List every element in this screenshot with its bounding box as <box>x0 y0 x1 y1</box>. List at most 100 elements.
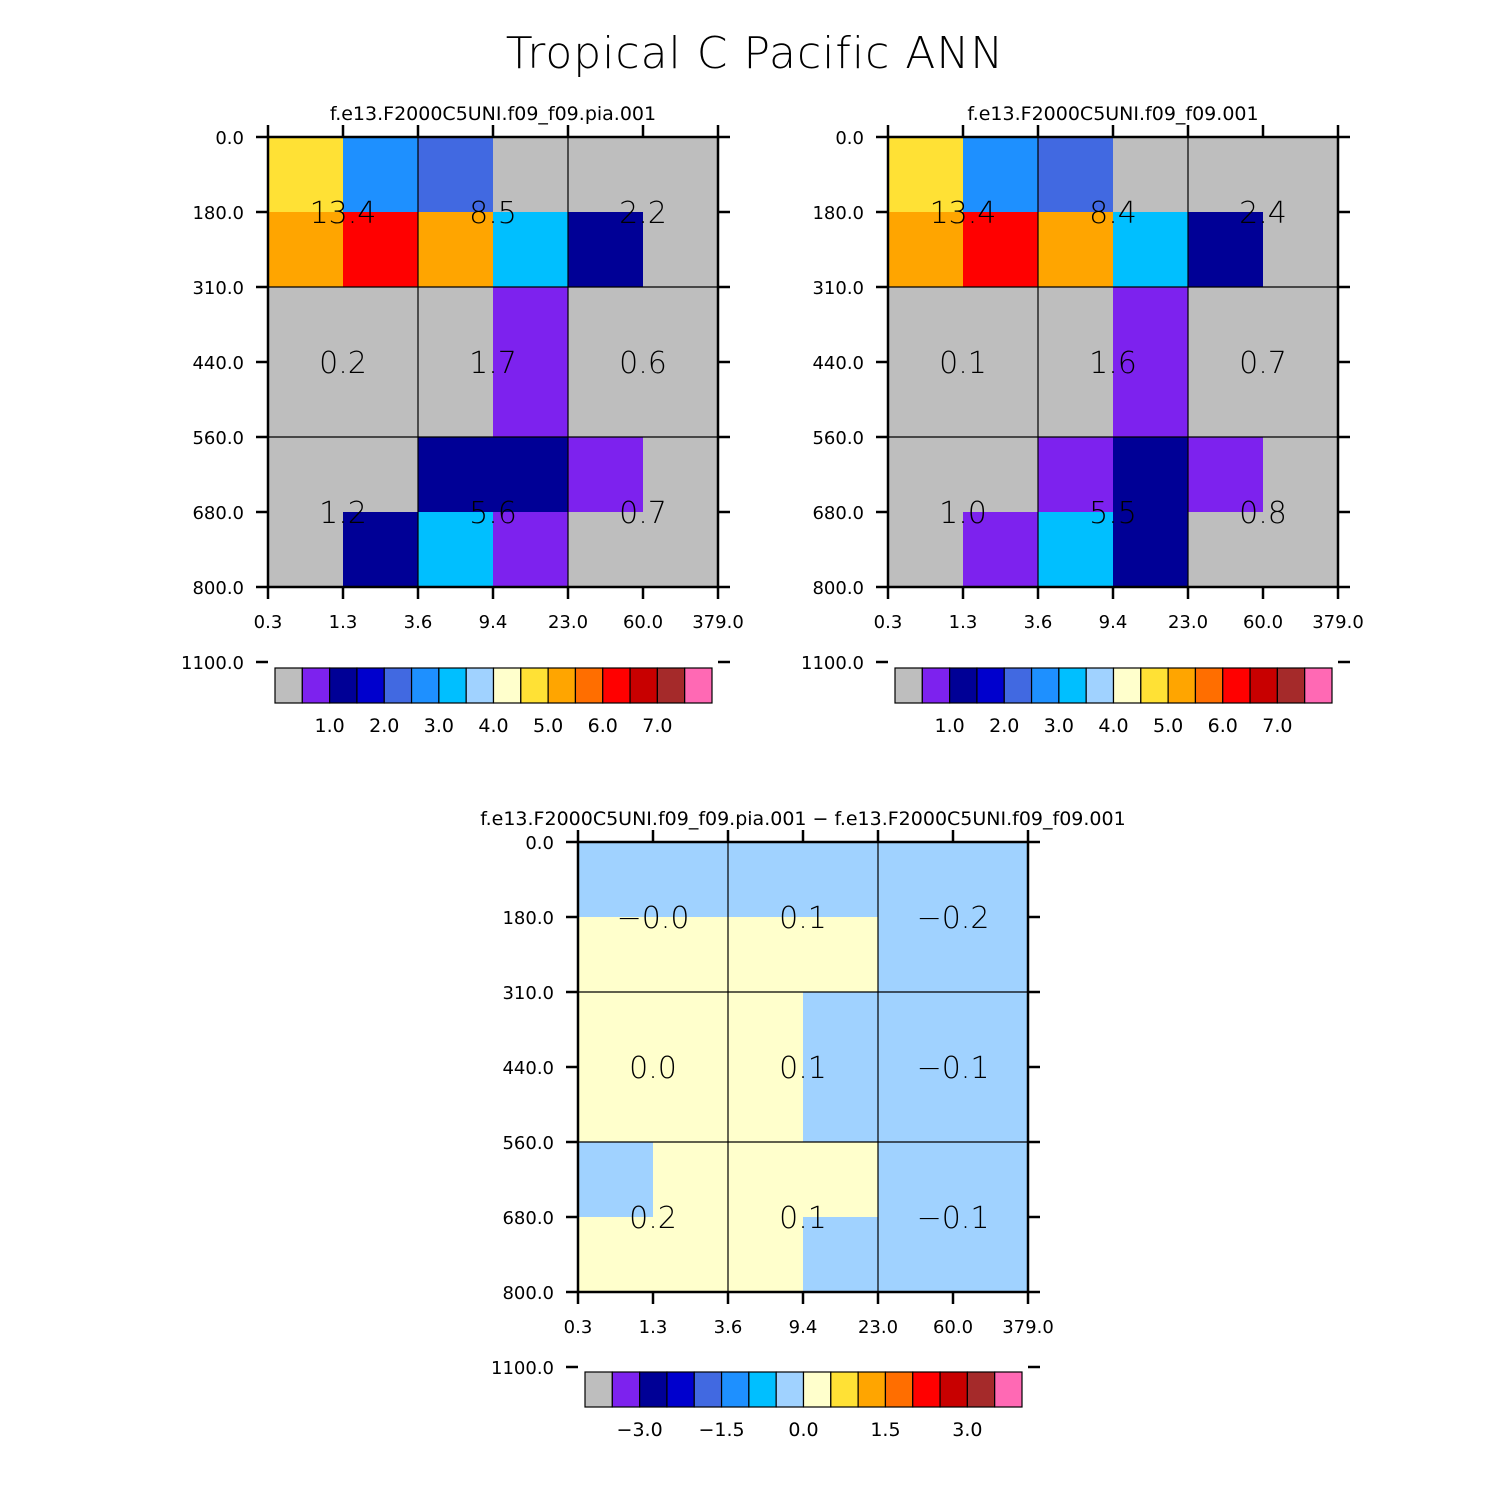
heatmap-cell <box>1263 437 1339 513</box>
colorbar-swatch <box>1003 667 1033 704</box>
heatmap-cell <box>653 992 729 1068</box>
x-tick-label: 1.3 <box>329 612 358 633</box>
colorbar-swatch <box>857 1371 887 1408</box>
heatmap-cell <box>343 287 419 363</box>
heatmap-cell <box>568 137 644 213</box>
heatmap-cell <box>343 137 419 213</box>
heatmap-cell <box>643 437 719 513</box>
heatmap-cell <box>963 512 1039 588</box>
block-value-label: 13.4 <box>930 196 997 231</box>
heatmap-cell <box>1188 512 1264 588</box>
heatmap-cell <box>878 1217 954 1293</box>
y-tick-label: 0.0 <box>215 128 244 149</box>
block-value-label: 0.1 <box>939 346 987 381</box>
y-tick-label: 680.0 <box>192 503 244 524</box>
heatmap-cell <box>268 287 344 363</box>
block-value-label: 5.6 <box>469 496 517 531</box>
heatmap-cell <box>568 512 644 588</box>
colorbar-swatch <box>639 1371 668 1408</box>
panel-difference: f.e13.F2000C5UNI.f09_f09.pia.001 − f.e13… <box>480 808 1125 1441</box>
colorbar-tick-label: 6.0 <box>1208 715 1238 737</box>
colorbar-swatch <box>602 667 631 704</box>
block-value-label: 0.0 <box>629 1051 677 1086</box>
colorbar-swatch <box>976 667 1005 704</box>
heatmap-cell <box>1113 137 1189 213</box>
colorbar-swatch <box>656 667 686 704</box>
y-tick-label: 310.0 <box>502 983 554 1004</box>
heatmap-cell <box>493 287 569 363</box>
heatmap-cell <box>418 437 494 513</box>
block-value-label: 0.2 <box>319 346 367 381</box>
x-tick-label: 9.4 <box>789 1317 818 1338</box>
colorbar-swatch <box>966 1371 996 1408</box>
heatmap-cell <box>963 212 1039 288</box>
heatmap-cell <box>963 437 1039 513</box>
colorbar-swatch <box>684 667 713 704</box>
x-tick-label: 379.0 <box>1312 612 1364 633</box>
panel-subtitle: f.e13.F2000C5UNI.f09_f09.pia.001 <box>330 103 656 125</box>
heatmap-cell <box>643 287 719 363</box>
y-tick-label: 680.0 <box>812 503 864 524</box>
colorbar-tick-label: 6.0 <box>588 715 618 737</box>
colorbar-swatch <box>994 1371 1023 1408</box>
heatmap-cell <box>803 917 879 993</box>
colorbar-tick-label: 2.0 <box>989 715 1019 737</box>
colorbar-swatch <box>611 1371 641 1408</box>
heatmap-cell <box>1113 212 1189 288</box>
block-value-label: 5.5 <box>1089 496 1137 531</box>
x-tick-label: 3.6 <box>714 1317 743 1338</box>
y-tick-label: 180.0 <box>812 203 864 224</box>
x-tick-label: 9.4 <box>1099 612 1128 633</box>
colorbar-tick-label: 7.0 <box>642 715 672 737</box>
y-tick-label: 180.0 <box>192 203 244 224</box>
colorbar-swatch <box>720 1371 750 1408</box>
block-value-label: 0.8 <box>1239 496 1287 531</box>
panel-subtitle: f.e13.F2000C5UNI.f09_f09.001 <box>967 103 1258 125</box>
colorbar-swatch <box>748 1371 777 1408</box>
colorbar-tick-label: 4.0 <box>1098 715 1128 737</box>
x-tick-label: 23.0 <box>548 612 588 633</box>
heatmap-cell <box>493 137 569 213</box>
x-tick-label: 60.0 <box>1243 612 1283 633</box>
y-tick-label: 800.0 <box>192 578 244 599</box>
colorbar-tick-label: 2.0 <box>369 715 399 737</box>
colorbar-swatch <box>1167 667 1197 704</box>
heatmap-cell <box>418 212 494 288</box>
x-tick-label: 0.3 <box>564 1317 593 1338</box>
colorbar-tick-label: 1.0 <box>935 715 965 737</box>
heatmap-cell <box>888 512 964 588</box>
y-tick-label: 310.0 <box>192 278 244 299</box>
heatmap-cell <box>953 1067 1029 1143</box>
heatmap-cell <box>888 137 964 213</box>
heatmap-cell <box>653 917 729 993</box>
x-tick-label: 0.3 <box>874 612 903 633</box>
colorbar-swatch <box>465 667 495 704</box>
heatmap-cell <box>578 1217 654 1293</box>
block-value-label: 0.1 <box>779 1051 827 1086</box>
colorbar-swatch <box>666 1371 695 1408</box>
x-tick-label: 0.3 <box>254 612 283 633</box>
heatmap-cell <box>888 362 964 438</box>
heatmap-cell <box>878 842 954 918</box>
x-tick-label: 9.4 <box>479 612 508 633</box>
heatmap-cell <box>343 212 419 288</box>
heatmap-cell <box>728 1217 804 1293</box>
heatmap-cell <box>578 917 654 993</box>
colorbar-swatch <box>274 667 303 704</box>
heatmap-cell <box>888 287 964 363</box>
y-tick-label: 680.0 <box>502 1208 554 1229</box>
heatmap-cell <box>888 437 964 513</box>
colorbar-swatch <box>1194 667 1224 704</box>
heatmap-cell <box>963 362 1039 438</box>
heatmap-cell <box>953 842 1029 918</box>
colorbar-swatch <box>1222 667 1251 704</box>
heatmap-cell <box>878 1142 954 1218</box>
heatmap-cell <box>953 1142 1029 1218</box>
colorbar-swatch <box>383 667 413 704</box>
block-value-label: 8.4 <box>1089 196 1137 231</box>
block-value-label: −0.2 <box>917 901 990 936</box>
colorbar-tick-label: −1.5 <box>698 1419 744 1441</box>
colorbar-swatch <box>492 667 522 704</box>
heatmap-cell <box>493 512 569 588</box>
heatmap-cell <box>1188 437 1264 513</box>
